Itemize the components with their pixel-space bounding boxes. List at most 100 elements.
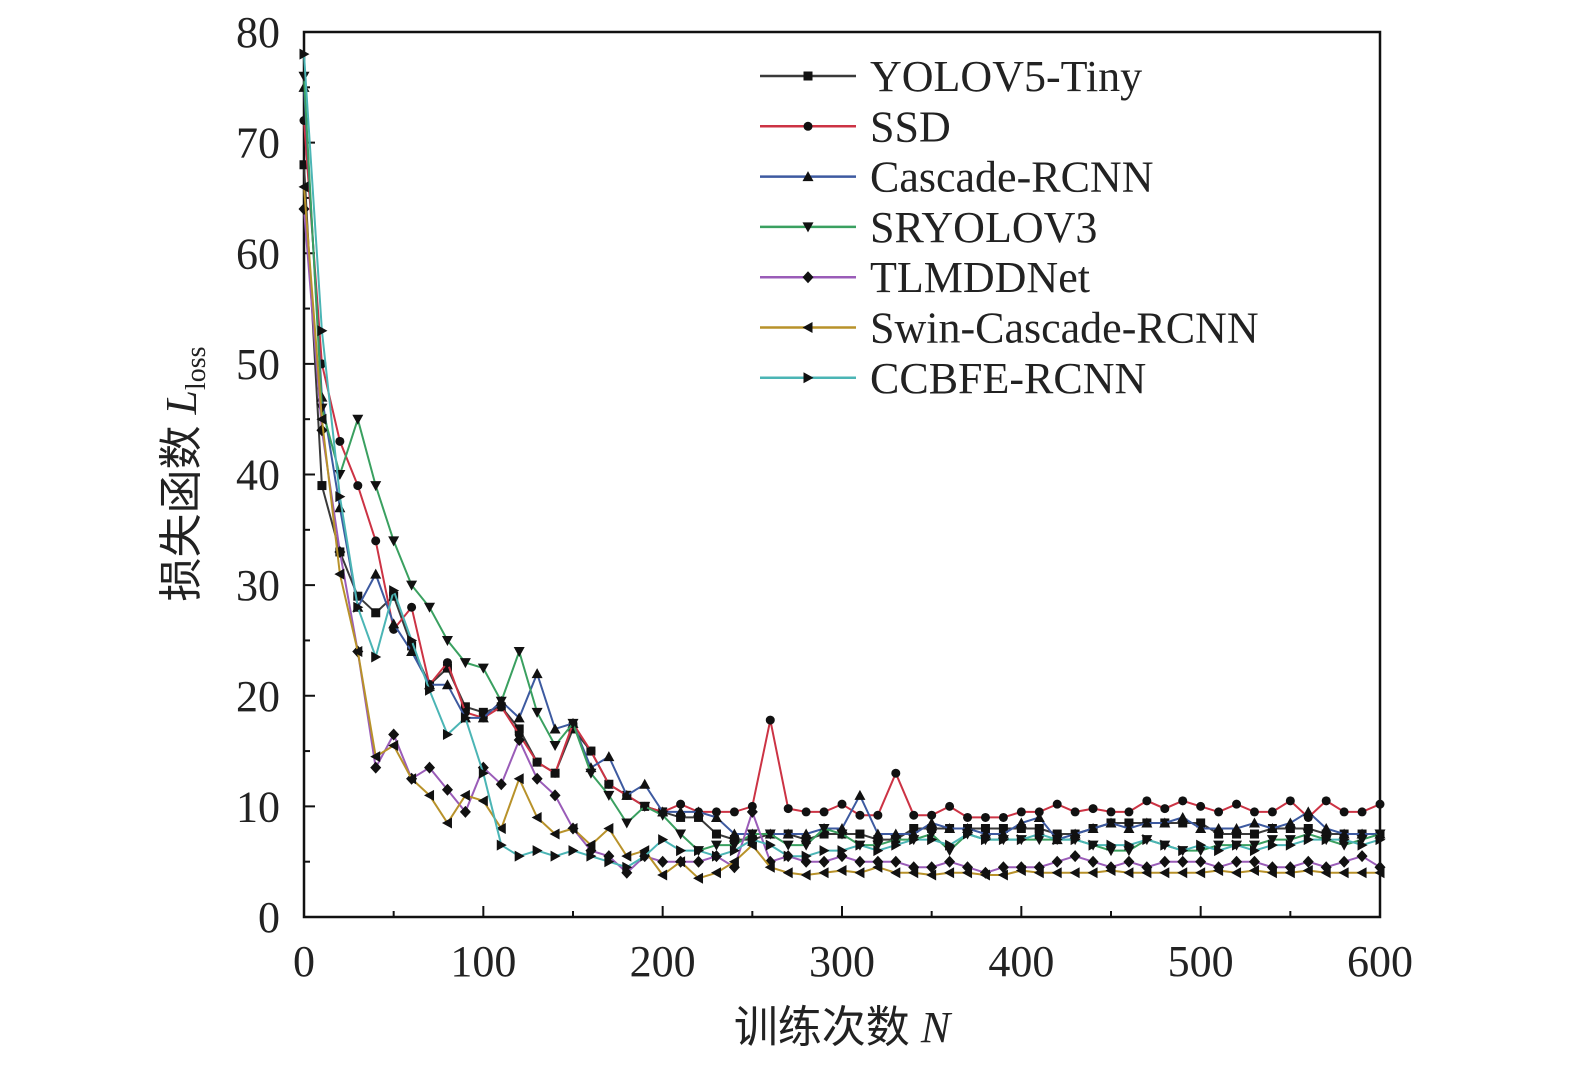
data-point bbox=[746, 839, 757, 851]
data-point bbox=[1356, 867, 1367, 879]
legend-entry: SSD bbox=[760, 102, 951, 151]
x-tick-label: 400 bbox=[988, 937, 1054, 986]
data-point bbox=[1302, 865, 1313, 877]
data-point bbox=[872, 828, 884, 839]
data-point bbox=[1159, 855, 1171, 868]
data-point bbox=[603, 751, 615, 762]
data-point bbox=[945, 839, 956, 851]
data-point bbox=[909, 834, 920, 846]
data-point bbox=[1248, 865, 1259, 877]
data-point bbox=[1248, 840, 1260, 851]
data-point bbox=[1214, 807, 1224, 817]
data-point bbox=[370, 751, 381, 763]
data-point bbox=[1284, 867, 1295, 879]
y-axis-title-text: 损失函数 bbox=[157, 415, 206, 602]
data-point bbox=[1034, 824, 1044, 833]
data-point bbox=[1196, 801, 1206, 811]
data-point bbox=[1267, 839, 1278, 851]
data-point bbox=[1232, 839, 1243, 851]
data-point bbox=[1087, 855, 1099, 868]
data-point bbox=[424, 761, 436, 774]
data-point bbox=[1338, 867, 1349, 879]
data-point bbox=[334, 568, 345, 580]
data-point bbox=[1123, 867, 1134, 879]
data-point bbox=[406, 580, 418, 591]
legend-marker bbox=[802, 271, 814, 284]
data-point bbox=[998, 834, 1009, 846]
data-point bbox=[371, 651, 382, 663]
data-point bbox=[854, 855, 866, 868]
data-point bbox=[1195, 867, 1206, 879]
data-point bbox=[1123, 855, 1135, 868]
data-point bbox=[459, 805, 471, 818]
data-point bbox=[640, 850, 651, 862]
data-point bbox=[549, 741, 561, 752]
data-point bbox=[675, 829, 687, 840]
y-axis-subscript: loss bbox=[181, 346, 212, 390]
data-point bbox=[513, 712, 525, 723]
data-point bbox=[1195, 823, 1207, 833]
data-point bbox=[478, 707, 488, 717]
data-point bbox=[800, 869, 811, 881]
data-point bbox=[549, 828, 560, 840]
data-point bbox=[1231, 855, 1243, 868]
data-point bbox=[801, 850, 812, 862]
data-point bbox=[819, 829, 829, 839]
data-point bbox=[1142, 796, 1152, 806]
data-point bbox=[370, 481, 382, 492]
data-point bbox=[407, 602, 417, 612]
data-point bbox=[1249, 829, 1259, 839]
data-point bbox=[1320, 823, 1332, 833]
legend-label: Swin-Cascade-RCNN bbox=[870, 304, 1259, 353]
data-point bbox=[1248, 817, 1260, 828]
data-point bbox=[388, 728, 400, 741]
data-point bbox=[1088, 839, 1099, 851]
data-point bbox=[495, 696, 507, 707]
x-axis-title: 训练次数 N bbox=[734, 1003, 953, 1052]
data-point bbox=[1303, 834, 1314, 846]
data-point bbox=[962, 867, 973, 879]
data-point bbox=[1321, 796, 1331, 806]
data-point bbox=[944, 855, 956, 868]
data-point bbox=[1267, 807, 1277, 817]
data-point bbox=[1160, 804, 1170, 814]
data-point bbox=[729, 807, 739, 817]
data-point bbox=[800, 840, 812, 851]
data-point bbox=[873, 845, 884, 857]
legend-marker bbox=[803, 71, 813, 81]
data-point bbox=[765, 839, 776, 851]
data-point bbox=[927, 824, 937, 833]
data-point bbox=[495, 823, 506, 834]
data-point bbox=[1124, 807, 1134, 817]
data-point bbox=[693, 806, 705, 817]
data-point bbox=[442, 663, 452, 673]
y-tick-label: 50 bbox=[236, 340, 280, 389]
legend-label: YOLOV5-Tiny bbox=[870, 52, 1142, 101]
data-point bbox=[1052, 799, 1062, 809]
y-tick-label: 0 bbox=[258, 893, 280, 942]
data-point bbox=[997, 861, 1009, 874]
data-point bbox=[963, 812, 973, 822]
x-tick-label: 300 bbox=[809, 937, 875, 986]
data-point bbox=[855, 810, 865, 820]
data-point bbox=[370, 761, 382, 774]
data-point bbox=[441, 783, 453, 796]
data-point bbox=[746, 805, 758, 818]
data-point bbox=[513, 647, 525, 657]
data-point bbox=[531, 772, 543, 785]
data-point bbox=[568, 845, 579, 857]
data-point bbox=[1232, 829, 1242, 839]
data-point bbox=[837, 845, 848, 857]
data-point bbox=[514, 724, 524, 734]
data-point bbox=[891, 768, 901, 778]
data-point bbox=[1015, 865, 1026, 877]
data-point bbox=[406, 773, 417, 785]
data-point bbox=[1284, 835, 1296, 846]
data-point bbox=[747, 834, 758, 846]
data-point bbox=[442, 658, 452, 668]
legend-entry: Cascade-RCNN bbox=[760, 153, 1154, 202]
data-point bbox=[764, 829, 776, 840]
legend-entry: SRYOLOV3 bbox=[760, 203, 1097, 252]
data-point bbox=[693, 855, 705, 868]
data-point bbox=[477, 795, 488, 807]
